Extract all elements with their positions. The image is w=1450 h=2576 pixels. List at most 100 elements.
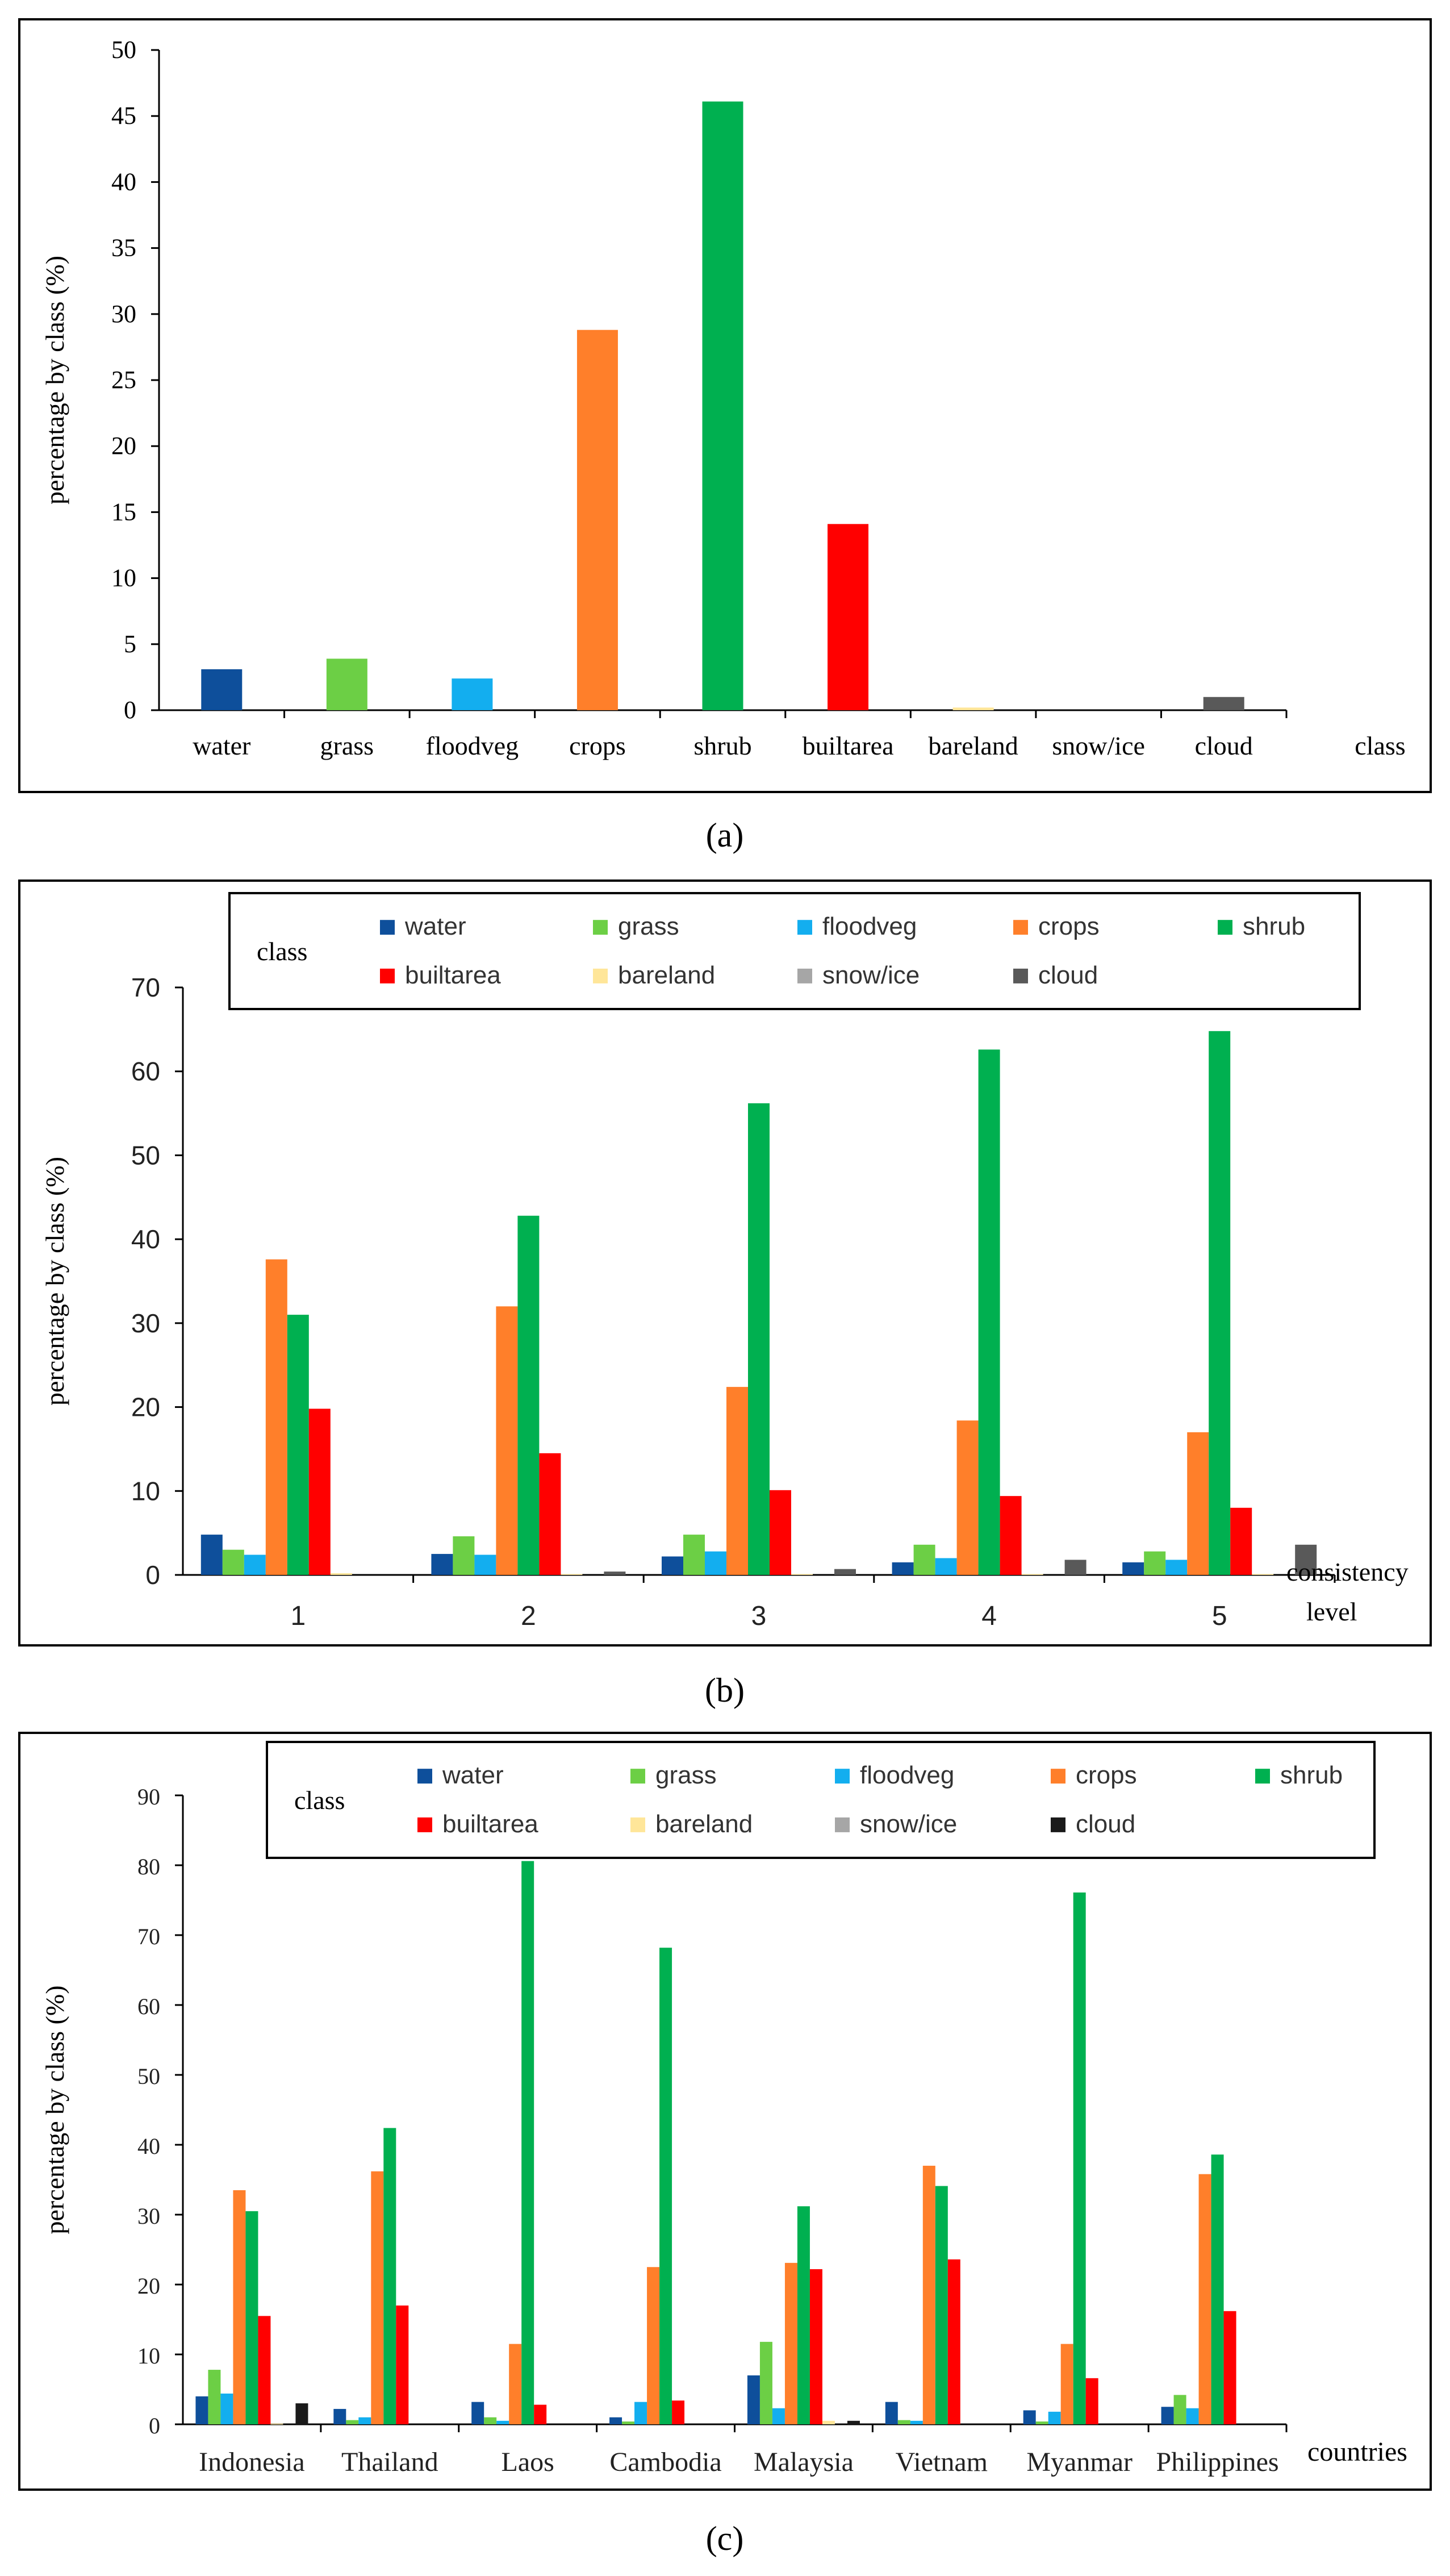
a-y-tick-label: 25 xyxy=(111,366,136,394)
c-bar-shrub-indonesia xyxy=(245,2211,258,2424)
c-bar-floodveg-philippines xyxy=(1186,2408,1199,2424)
c-bar-water-cambodia xyxy=(609,2417,622,2424)
c-y-tick-label: 40 xyxy=(137,2133,160,2159)
b-y-axis-label: percentage by class (%) xyxy=(40,1157,69,1406)
b-legend-swatch-cloud xyxy=(1013,968,1028,983)
c-bar-builtarea-thailand xyxy=(396,2305,409,2424)
b-y-tick-label: 20 xyxy=(131,1393,160,1422)
a-x-axis-label: class xyxy=(1355,731,1405,760)
b-bar-builtarea-2 xyxy=(539,1453,561,1575)
a-bar-shrub xyxy=(702,101,743,711)
c-bar-builtarea-malaysia xyxy=(809,2269,822,2424)
b-y-tick-label: 40 xyxy=(131,1224,160,1254)
b-bar-bareland-1 xyxy=(330,1573,352,1575)
b-bar-cloud-5 xyxy=(1295,1544,1317,1575)
b-bar-water-4 xyxy=(892,1562,914,1575)
b-legend-swatch-bareland xyxy=(593,968,608,983)
a-x-tick-label: water xyxy=(193,731,250,760)
a-bar-water xyxy=(201,669,243,710)
b-legend-label-snow-ice: snow/ice xyxy=(822,961,920,989)
c-bar-crops-laos xyxy=(509,2344,522,2424)
a-y-tick-label: 15 xyxy=(111,498,136,526)
c-legend-swatch-floodveg xyxy=(835,1769,850,1784)
a-bar-bareland xyxy=(952,707,994,710)
c-bar-grass-malaysia xyxy=(759,2341,772,2424)
b-legend-swatch-snow-ice xyxy=(797,968,812,983)
panel-b-chart: class water grass floodveg crops shrub builtar… xyxy=(40,892,1409,1631)
b-bar-builtarea-4 xyxy=(1000,1496,1022,1575)
caption-c: (c) xyxy=(706,2520,744,2557)
b-bar-cloud-4 xyxy=(1064,1560,1087,1575)
c-x-tick-label: Cambodia xyxy=(609,2447,721,2477)
a-x-tick-label: grass xyxy=(320,731,374,760)
c-y-tick-label: 10 xyxy=(137,2343,160,2369)
c-bar-water-indonesia xyxy=(195,2396,208,2424)
c-bar-grass-laos xyxy=(484,2417,497,2424)
b-bar-floodveg-2 xyxy=(474,1554,496,1575)
b-legend-swatch-water xyxy=(380,920,395,935)
a-x-tick-label: shrub xyxy=(693,731,751,760)
a-x-tick-label: floodveg xyxy=(426,731,519,760)
c-x-tick-label: Philippines xyxy=(1156,2447,1279,2477)
b-bar-crops-2 xyxy=(496,1306,518,1575)
c-bar-water-myanmar xyxy=(1023,2410,1036,2424)
c-bar-grass-cambodia xyxy=(622,2421,635,2424)
c-bar-grass-philippines xyxy=(1173,2395,1186,2424)
c-bar-bareland-indonesia xyxy=(270,2423,283,2425)
panel-c-chart: class water grass floodveg crops shrub builtar… xyxy=(40,1741,1407,2477)
b-x-tick-label: 1 xyxy=(290,1601,306,1631)
b-bar-shrub-4 xyxy=(978,1049,1000,1575)
c-legend-label-snow-ice: snow/ice xyxy=(860,1810,957,1838)
b-y-tick-label: 60 xyxy=(131,1057,160,1086)
c-bar-water-thailand xyxy=(333,2408,346,2424)
c-x-tick-label: Myanmar xyxy=(1026,2447,1133,2477)
c-y-axis-label: percentage by class (%) xyxy=(40,1985,69,2234)
c-legend-swatch-builtarea xyxy=(417,1817,432,1832)
c-legend-swatch-grass xyxy=(630,1769,645,1784)
b-legend-label-builtarea: builtarea xyxy=(405,961,501,989)
b-bar-grass-3 xyxy=(683,1535,705,1575)
a-bar-builtarea xyxy=(828,524,869,710)
c-bar-shrub-vietnam xyxy=(935,2186,948,2424)
c-bar-builtarea-indonesia xyxy=(258,2316,271,2424)
a-y-tick-label: 20 xyxy=(111,432,136,460)
b-bar-floodveg-1 xyxy=(244,1554,266,1575)
c-legend xyxy=(266,1741,1376,1859)
b-bar-water-5 xyxy=(1122,1562,1144,1575)
b-bar-grass-1 xyxy=(222,1549,244,1575)
b-x-tick-label: 5 xyxy=(1212,1601,1227,1631)
b-bar-shrub-3 xyxy=(748,1103,770,1575)
c-legend-label-bareland: bareland xyxy=(655,1810,753,1838)
b-bar-shrub-2 xyxy=(517,1215,540,1575)
a-y-tick-label: 40 xyxy=(111,168,136,195)
c-y-tick-label: 20 xyxy=(137,2273,160,2299)
b-legend-swatch-crops xyxy=(1013,920,1028,935)
a-x-tick-label: cloud xyxy=(1195,731,1253,760)
b-x-axis-label-2: level xyxy=(1306,1597,1357,1626)
c-y-tick-label: 80 xyxy=(137,1854,160,1879)
b-legend-label-crops: crops xyxy=(1038,912,1100,940)
b-legend-label-water: water xyxy=(404,912,466,940)
b-bar-shrub-1 xyxy=(287,1315,309,1575)
c-legend-swatch-cloud xyxy=(1051,1817,1065,1832)
c-bar-water-vietnam xyxy=(885,2402,898,2424)
b-bar-bareland-5 xyxy=(1252,1574,1274,1575)
b-legend-label-cloud: cloud xyxy=(1038,961,1098,989)
b-bar-water-3 xyxy=(662,1556,683,1575)
c-bar-builtarea-philippines xyxy=(1223,2311,1236,2424)
c-bar-floodveg-cambodia xyxy=(634,2402,647,2424)
b-x-tick-label: 3 xyxy=(751,1601,767,1631)
c-bar-water-malaysia xyxy=(747,2375,760,2424)
a-x-tick-label: builtarea xyxy=(803,731,894,760)
b-bar-grass-4 xyxy=(913,1544,935,1575)
b-x-tick-label: 4 xyxy=(981,1601,997,1631)
b-bar-bareland-2 xyxy=(561,1574,583,1575)
c-bar-floodveg-thailand xyxy=(358,2417,371,2424)
b-legend-label-bareland: bareland xyxy=(618,961,715,989)
c-legend-label-water: water xyxy=(442,1761,504,1789)
c-bar-shrub-laos xyxy=(521,1861,534,2424)
caption-a: (a) xyxy=(706,816,744,854)
a-y-tick-label: 30 xyxy=(111,300,136,328)
panel-a-chart: 0 5 10 15 20 25 30 35 40 45 50 water grass floodveg cr… xyxy=(40,36,1406,760)
